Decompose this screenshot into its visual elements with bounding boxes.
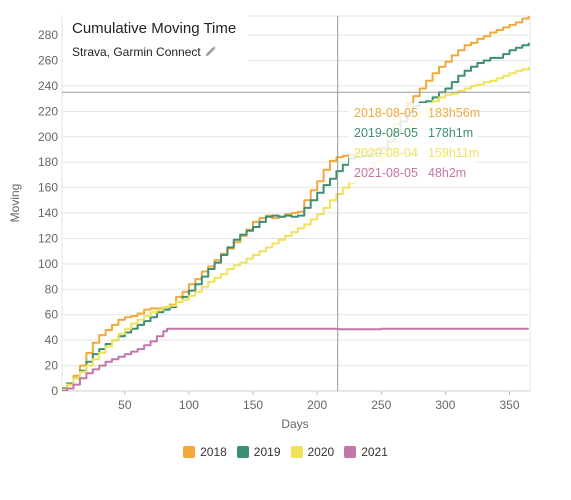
plot-border: [61, 15, 531, 392]
tooltip-row: 2021-08-05 48h2m: [354, 166, 466, 180]
y-tick-label: 140: [38, 206, 58, 220]
crosshair: [62, 16, 530, 391]
x-axis-title: Days: [281, 417, 308, 431]
tooltip-value: 178h1m: [428, 126, 474, 140]
chart-header: Cumulative Moving Time Strava, Garmin Co…: [63, 15, 248, 67]
x-tick-label: 300: [435, 398, 455, 412]
y-tick-label: 20: [45, 359, 59, 373]
legend-item-2021[interactable]: 2021: [344, 445, 388, 459]
y-tick-label: 280: [38, 28, 58, 42]
legend: 2018 2019 2020 2021: [0, 445, 571, 461]
series-line-2020[interactable]: [62, 66, 530, 391]
pencil-icon[interactable]: [205, 46, 216, 57]
y-tick-label: 180: [38, 155, 58, 169]
y-tick-label: 260: [38, 53, 58, 67]
legend-swatch: [236, 446, 249, 458]
y-tick-label: 0: [51, 384, 58, 398]
tooltip-date: 2021-08-05: [354, 166, 418, 180]
legend-swatch: [344, 446, 357, 458]
y-tick-label: 100: [38, 257, 58, 271]
x-tick-label: 350: [499, 398, 519, 412]
tooltip-value: 48h2m: [428, 166, 467, 180]
y-tick-label: 40: [45, 333, 59, 347]
grid-lines: [61, 15, 531, 395]
tooltip-date: 2018-08-05: [354, 106, 418, 120]
legend-label: 2018: [200, 445, 227, 459]
tooltip-value: 159h11m: [428, 146, 480, 160]
y-tick-label: 220: [38, 104, 58, 118]
x-tick-label: 100: [179, 398, 199, 412]
legend-label: 2020: [307, 445, 335, 459]
tooltip-date: 2020-08-04: [354, 146, 418, 160]
chart-subtitle: Strava, Garmin Connect: [72, 45, 216, 59]
y-tick-label: 120: [38, 231, 58, 245]
chart-title: Cumulative Moving Time: [72, 20, 237, 37]
series-line-2018[interactable]: [62, 14, 530, 391]
tooltip-row: 2018-08-05 183h56m: [354, 106, 480, 120]
y-tick-label: 60: [45, 308, 59, 322]
y-tick-label: 240: [38, 79, 58, 93]
legend-item-2018[interactable]: 2018: [183, 445, 227, 459]
legend-label: 2019: [253, 445, 281, 459]
legend-label: 2021: [361, 445, 388, 459]
tick-labels: 0 20 40 60 80 100 120 140 160 180 200 220 240 260 280 5…: [38, 28, 520, 412]
tooltip-row: 2019-08-05 178h1m: [354, 126, 473, 140]
legend-swatch: [183, 446, 196, 458]
y-tick-label: 200: [38, 130, 58, 144]
x-tick-label: 200: [307, 398, 327, 412]
legend-item-2020[interactable]: 2020: [290, 445, 335, 459]
x-tick-label: 50: [118, 398, 132, 412]
tooltip-background: [349, 103, 477, 183]
legend-swatch: [290, 446, 303, 458]
series-line-2019[interactable]: [62, 42, 530, 390]
series-line-2021[interactable]: [62, 327, 529, 391]
y-axis-title: Moving: [8, 184, 22, 223]
tooltip-value: 183h56m: [428, 106, 481, 120]
x-tick-label: 250: [371, 398, 391, 412]
y-tick-label: 80: [45, 282, 59, 296]
legend-item-2019[interactable]: 2019: [236, 445, 281, 459]
y-tick-label: 160: [38, 181, 58, 195]
x-tick-label: 150: [243, 398, 263, 412]
tooltip-row: 2020-08-04 159h11m: [354, 146, 479, 160]
chart-subtitle-text: Strava, Garmin Connect: [72, 45, 201, 59]
series-lines: [62, 14, 530, 391]
tooltip-date: 2019-08-05: [354, 126, 418, 140]
